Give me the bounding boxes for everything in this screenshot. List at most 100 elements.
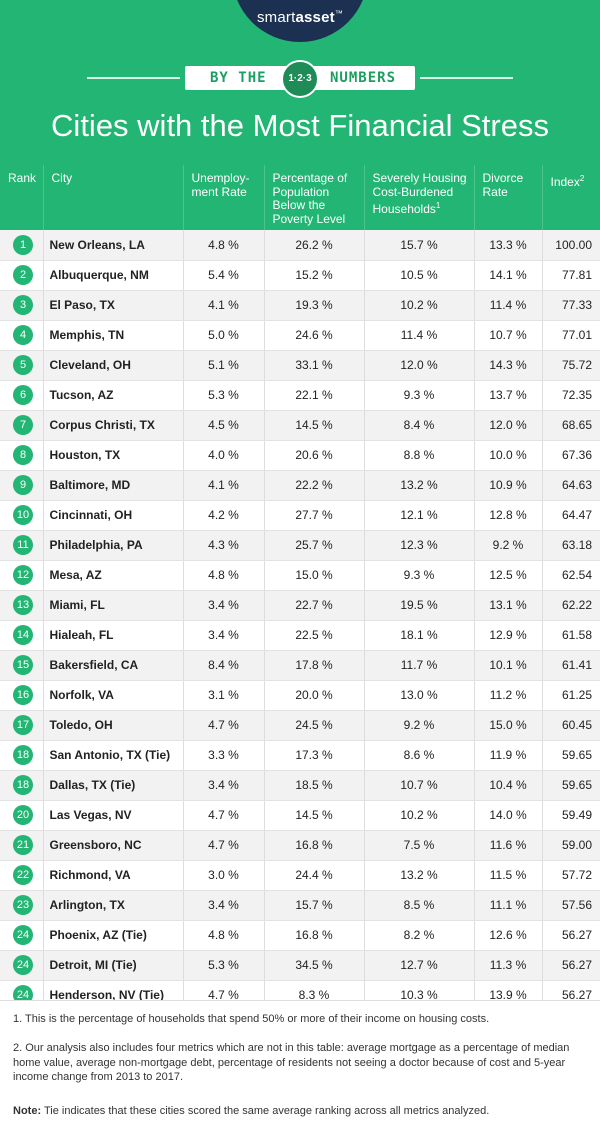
- rank-cell: 24: [0, 950, 43, 981]
- unemployment-cell: 4.0 %: [182, 440, 264, 471]
- unemployment-cell: 5.3 %: [182, 950, 264, 981]
- unemployment-cell: 4.2 %: [182, 500, 264, 531]
- index-header-label: Index: [550, 175, 580, 189]
- city-cell: Richmond, VA: [42, 860, 183, 891]
- divorce-cell: 13.1 %: [473, 590, 542, 621]
- poverty-cell: 15.0 %: [263, 560, 364, 591]
- index-cell: 59.00: [541, 830, 600, 861]
- unemployment-cell: 8.4 %: [182, 650, 264, 681]
- unemployment-cell: 3.4 %: [182, 770, 264, 801]
- poverty-cell: 24.5 %: [263, 710, 364, 741]
- index-cell: 61.58: [541, 620, 600, 651]
- rank-badge: 7: [13, 415, 33, 435]
- footnote-marker-2: 2: [579, 174, 585, 183]
- unemployment-cell: 5.1 %: [182, 350, 264, 381]
- header-banner: smartasset™ BY THE 1·2·3 NUMBERS Cities …: [0, 0, 600, 165]
- divorce-cell: 11.5 %: [473, 860, 542, 891]
- divorce-cell: 14.0 %: [473, 800, 542, 831]
- unemployment-cell: 3.4 %: [182, 590, 264, 621]
- city-cell: Detroit, MI (Tie): [42, 950, 183, 981]
- smartasset-logo[interactable]: smartasset™: [232, 0, 368, 42]
- housing-cell: 9.3 %: [363, 560, 474, 591]
- unemployment-cell: 4.7 %: [182, 710, 264, 741]
- table-row: 2 Albuquerque, NM 5.4 % 15.2 % 10.5 % 14.1 % 7…: [0, 260, 600, 291]
- table-row: 16 Norfolk, VA 3.1 % 20.0 % 13.0 % 11.2 % 61.2…: [0, 680, 600, 711]
- index-cell: 68.65: [541, 410, 600, 441]
- divorce-cell: 12.6 %: [473, 920, 542, 951]
- unemployment-cell: 4.8 %: [182, 920, 264, 951]
- housing-cell: 9.3 %: [363, 380, 474, 411]
- column-header-unemployment[interactable]: Unemploy-ment Rate: [182, 165, 264, 230]
- poverty-cell: 15.2 %: [263, 260, 364, 291]
- index-cell: 59.65: [541, 770, 600, 801]
- rank-badge: 8: [13, 445, 33, 465]
- divorce-cell: 14.1 %: [473, 260, 542, 291]
- table-row: 4 Memphis, TN 5.0 % 24.6 % 11.4 % 10.7 % 77.01: [0, 320, 600, 351]
- table-row: 22 Richmond, VA 3.0 % 24.4 % 13.2 % 11.5 % 57.…: [0, 860, 600, 891]
- poverty-cell: 20.0 %: [263, 680, 364, 711]
- city-cell: Cincinnati, OH: [42, 500, 183, 531]
- city-cell: Greensboro, NC: [42, 830, 183, 861]
- housing-cell: 8.2 %: [363, 920, 474, 951]
- housing-cell: 18.1 %: [363, 620, 474, 651]
- divorce-cell: 15.0 %: [473, 710, 542, 741]
- rank-cell: 1: [0, 230, 43, 261]
- footnote-2: 2. Our analysis also includes four metri…: [13, 1042, 570, 1083]
- poverty-cell: 14.5 %: [263, 410, 364, 441]
- rank-badge: 13: [13, 595, 33, 615]
- data-table-wrapper: Rank City Unemploy-ment Rate Percentage …: [0, 165, 600, 1011]
- rank-cell: 18: [0, 740, 43, 771]
- index-cell: 72.35: [541, 380, 600, 411]
- index-cell: 100.00: [541, 230, 600, 261]
- divorce-cell: 11.4 %: [473, 290, 542, 321]
- column-header-housing[interactable]: Severely Housing Cost-Burdened Household…: [363, 165, 474, 230]
- index-cell: 64.47: [541, 500, 600, 531]
- footnotes: 1. This is the percentage of households …: [0, 1000, 600, 1132]
- index-cell: 63.18: [541, 530, 600, 561]
- city-cell: San Antonio, TX (Tie): [42, 740, 183, 771]
- table-row: 21 Greensboro, NC 4.7 % 16.8 % 7.5 % 11.6 % 59…: [0, 830, 600, 861]
- city-cell: Philadelphia, PA: [42, 530, 183, 561]
- divorce-cell: 9.2 %: [473, 530, 542, 561]
- housing-cell: 10.5 %: [363, 260, 474, 291]
- poverty-cell: 24.4 %: [263, 860, 364, 891]
- table-row: 17 Toledo, OH 4.7 % 24.5 % 9.2 % 15.0 % 60.45: [0, 710, 600, 741]
- table-row: 20 Las Vegas, NV 4.7 % 14.5 % 10.2 % 14.0 % 59…: [0, 800, 600, 831]
- unemployment-cell: 4.7 %: [182, 830, 264, 861]
- divorce-cell: 10.7 %: [473, 320, 542, 351]
- divider-left: [87, 77, 180, 79]
- poverty-cell: 34.5 %: [263, 950, 364, 981]
- index-cell: 77.81: [541, 260, 600, 291]
- rank-cell: 24: [0, 920, 43, 951]
- column-header-poverty[interactable]: Percentage of Population Below the Pover…: [263, 165, 364, 230]
- rank-cell: 17: [0, 710, 43, 741]
- rank-cell: 23: [0, 890, 43, 921]
- city-cell: Toledo, OH: [42, 710, 183, 741]
- unemployment-cell: 5.3 %: [182, 380, 264, 411]
- rank-cell: 8: [0, 440, 43, 471]
- table-row: 10 Cincinnati, OH 4.2 % 27.7 % 12.1 % 12.8 % 6…: [0, 500, 600, 531]
- table-row: 12 Mesa, AZ 4.8 % 15.0 % 9.3 % 12.5 % 62.54: [0, 560, 600, 591]
- table-row: 24 Detroit, MI (Tie) 5.3 % 34.5 % 12.7 % 11.3…: [0, 950, 600, 981]
- note-label: Note:: [13, 1105, 42, 1117]
- housing-cell: 10.2 %: [363, 290, 474, 321]
- column-header-index[interactable]: Index2: [541, 165, 600, 230]
- column-header-divorce[interactable]: Divorce Rate: [473, 165, 542, 230]
- column-header-city[interactable]: City: [42, 165, 183, 230]
- divorce-cell: 13.3 %: [473, 230, 542, 261]
- housing-cell: 12.1 %: [363, 500, 474, 531]
- index-cell: 75.72: [541, 350, 600, 381]
- rank-badge: 5: [13, 355, 33, 375]
- rank-cell: 5: [0, 350, 43, 381]
- by-the-numbers-banner: BY THE 1·2·3 NUMBERS: [0, 58, 600, 98]
- index-cell: 57.72: [541, 860, 600, 891]
- housing-cell: 11.4 %: [363, 320, 474, 351]
- rank-badge: 11: [13, 535, 33, 555]
- index-cell: 62.54: [541, 560, 600, 591]
- divorce-cell: 10.4 %: [473, 770, 542, 801]
- column-header-rank[interactable]: Rank: [0, 165, 43, 230]
- city-cell: Arlington, TX: [42, 890, 183, 921]
- table-row: 5 Cleveland, OH 5.1 % 33.1 % 12.0 % 14.3 % 75.…: [0, 350, 600, 381]
- unemployment-cell: 4.3 %: [182, 530, 264, 561]
- housing-cell: 8.8 %: [363, 440, 474, 471]
